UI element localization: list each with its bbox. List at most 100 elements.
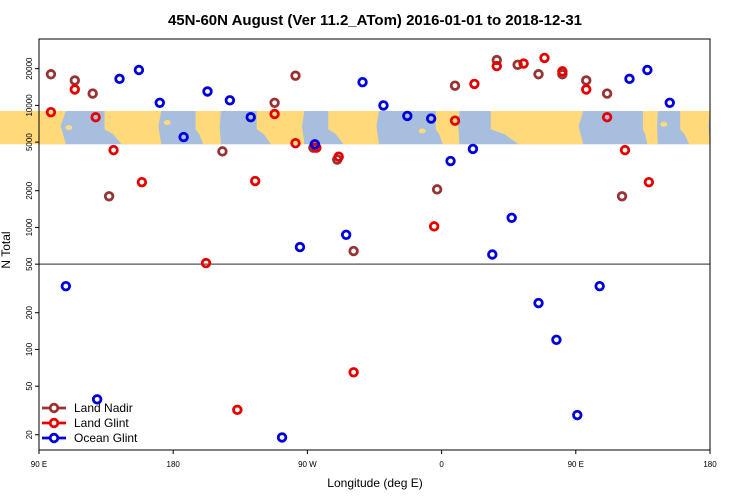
legend-label: Ocean Glint: [74, 431, 138, 445]
data-point: [217, 146, 228, 157]
data-point: [512, 59, 523, 71]
data-point: [539, 52, 550, 64]
data-point: [642, 64, 653, 76]
legend-label: Land Glint: [74, 416, 129, 430]
data-point: [449, 80, 461, 91]
data-point: [624, 73, 635, 85]
data-point: [103, 191, 115, 202]
data-point: [518, 58, 529, 69]
data-point: [402, 110, 413, 122]
data-point: [340, 229, 352, 241]
data-point: [133, 64, 145, 76]
data-point: [45, 69, 57, 80]
data-point: [491, 60, 502, 72]
data-point: [506, 212, 517, 223]
map-land-1: [0, 110, 66, 145]
x-tick-label: 90 E: [568, 460, 584, 469]
data-point: [269, 97, 280, 109]
map-land-9: [680, 110, 710, 145]
x-tick-label: 90 W: [298, 460, 317, 469]
map-land-8: [642, 110, 658, 145]
data-point: [557, 66, 568, 77]
y-tick-label: 1000: [25, 218, 34, 236]
data-point: [594, 280, 605, 292]
legend-marker: [48, 402, 60, 414]
legend-marker: [48, 417, 60, 429]
data-point: [250, 175, 261, 187]
map-island-2: [163, 120, 171, 126]
plot-frame: [38, 38, 711, 451]
map-island-4: [660, 121, 668, 127]
data-point: [425, 113, 437, 124]
data-point: [69, 84, 80, 95]
series-land-glint: [45, 52, 655, 416]
y-tick-label: 2000: [25, 181, 34, 199]
y-tick-label: 20: [25, 430, 34, 439]
y-tick-label: 100: [25, 342, 34, 356]
data-point: [269, 108, 280, 120]
y-tick-label: 50: [25, 381, 34, 390]
data-point: [232, 404, 243, 416]
map-island-1: [65, 125, 73, 131]
plot-area: 90 E 180 90 W 0 90 E 180 20 50 100 200 500 1000 2000…: [0, 38, 717, 469]
data-point: [431, 184, 443, 195]
x-tick-label: 90 E: [31, 460, 47, 469]
y-tick-label: 200: [25, 306, 34, 320]
y-tick-label: 5000: [25, 133, 34, 151]
chart-title: 45N-60N August (Ver 11.2_ATom) 2016-01-0…: [168, 12, 582, 29]
data-point: [178, 131, 189, 143]
x-tick-label: 180: [703, 460, 717, 469]
data-point: [487, 249, 498, 260]
data-point: [224, 95, 236, 106]
map-island-3: [418, 128, 426, 134]
data-point: [69, 75, 80, 86]
data-point: [572, 409, 583, 421]
data-point: [108, 144, 119, 156]
data-point: [467, 143, 479, 155]
data-point: [294, 241, 306, 253]
x-axis-label: Longitude (deg E): [327, 476, 422, 490]
map-land-6: [435, 110, 460, 145]
series-ocean-glint: [60, 64, 675, 443]
data-point: [428, 221, 440, 232]
y-tick-label: 10000: [25, 94, 34, 117]
data-point: [290, 70, 301, 81]
x-tick-label: 0: [439, 460, 444, 469]
data-point: [45, 106, 57, 118]
data-point: [87, 88, 98, 99]
data-point: [551, 334, 562, 345]
legend-marker: [48, 432, 60, 444]
data-point: [290, 137, 301, 149]
map-land-5: [328, 110, 379, 145]
data-point: [601, 112, 613, 123]
data-point: [90, 112, 101, 123]
data-point: [136, 176, 148, 188]
data-point: [154, 97, 165, 109]
data-point: [202, 86, 213, 97]
data-point: [643, 176, 655, 188]
legend-label: Land Nadir: [74, 401, 133, 415]
data-point: [469, 78, 480, 90]
data-point: [91, 394, 103, 405]
data-point: [245, 112, 256, 123]
data-point: [664, 97, 675, 109]
data-point: [378, 100, 389, 111]
series-land-nadir: [45, 54, 628, 257]
data-point: [200, 257, 212, 269]
data-point: [616, 191, 628, 202]
data-point: [309, 139, 321, 150]
y-tick-label: 20000: [25, 57, 34, 80]
data-point: [533, 297, 544, 309]
data-point: [491, 54, 502, 66]
map-land-2: [104, 110, 162, 145]
data-point: [276, 432, 288, 443]
data-point: [619, 144, 631, 156]
data-point: [601, 88, 613, 99]
map-land-7: [490, 110, 584, 145]
y-tick-label: 500: [25, 257, 34, 271]
data-point: [533, 69, 544, 80]
x-tick-label: 180: [167, 460, 181, 469]
data-point: [581, 84, 592, 95]
